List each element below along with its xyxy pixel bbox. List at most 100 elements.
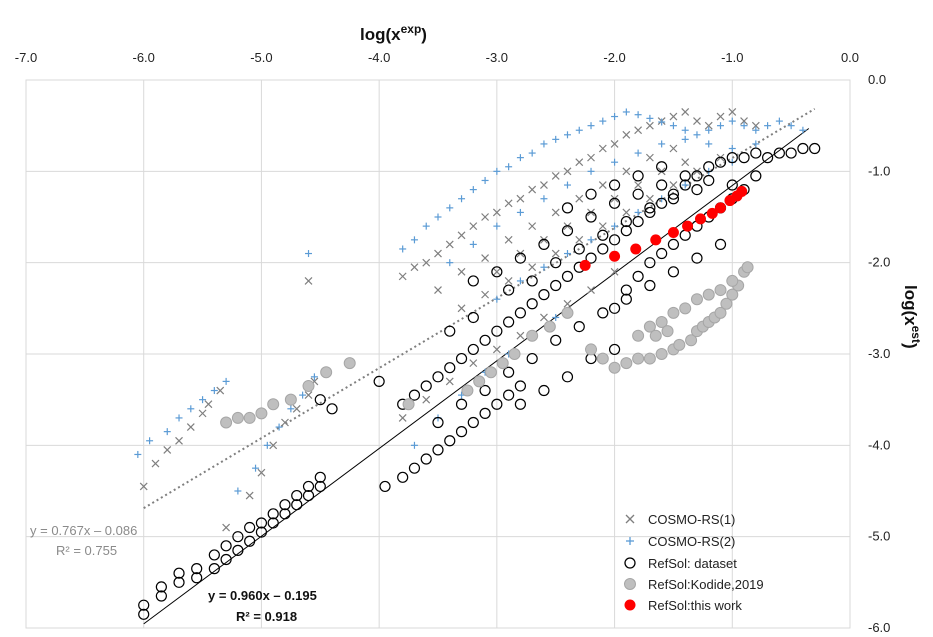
legend-label: RefSol: dataset <box>648 556 737 571</box>
data-point-open-circle <box>667 188 680 200</box>
data-point-grey-circle <box>714 284 727 297</box>
data-point-open-circle <box>444 435 456 447</box>
data-point-plus <box>705 140 713 148</box>
data-point-open-circle <box>738 152 750 164</box>
marker-stroke <box>716 112 725 121</box>
data-point-open-circle <box>667 193 680 205</box>
data-point-grey-circle <box>596 352 609 365</box>
data-point-open-circle <box>138 608 150 620</box>
data-point-open-circle <box>656 197 668 209</box>
marker-stroke <box>410 263 419 272</box>
marker-stroke <box>728 108 737 116</box>
data-point-plus <box>681 181 689 189</box>
data-point-grey-circle <box>255 407 268 420</box>
data-point-open-circle <box>244 521 256 534</box>
data-point-x <box>563 299 572 308</box>
marker-stroke <box>634 181 643 189</box>
data-point-grey-circle <box>620 357 633 370</box>
legend-item-cosmo-rs-1: COSMO-RS(1) <box>625 512 735 527</box>
data-point-plus <box>611 222 619 230</box>
data-point-x <box>281 418 289 427</box>
data-point-open-circle <box>526 275 538 287</box>
data-point-open-circle <box>632 170 644 182</box>
data-point-grey-circle <box>632 329 645 342</box>
data-point-x <box>575 235 584 244</box>
data-point-x <box>740 117 748 126</box>
data-point-grey-circle <box>496 357 509 370</box>
data-point-open-circle <box>714 156 727 168</box>
data-point-grey-circle <box>243 411 256 424</box>
data-point-grey-circle <box>726 274 739 287</box>
marker-stroke <box>622 130 631 139</box>
marker-stroke <box>587 153 595 162</box>
data-point-x <box>528 222 537 231</box>
data-point-open-circle <box>455 398 468 410</box>
x-tick-label: -1.0 <box>721 50 743 65</box>
data-point-open-circle <box>255 517 268 529</box>
data-point-open-circle <box>432 444 444 456</box>
data-point-x <box>681 108 690 116</box>
data-point-open-circle <box>191 572 203 584</box>
marker-stroke <box>198 409 207 418</box>
marker-stroke <box>528 263 537 272</box>
data-point-red-circle <box>695 213 707 225</box>
data-point-open-circle <box>656 247 668 260</box>
data-point-red-circle <box>579 259 591 271</box>
data-point-plus <box>222 377 230 385</box>
data-point-open-circle <box>267 517 279 529</box>
data-point-plus <box>669 122 677 130</box>
marker-stroke <box>504 235 513 244</box>
data-point-open-circle <box>608 179 621 191</box>
data-point-open-circle <box>785 147 797 159</box>
data-point-x <box>551 249 560 258</box>
data-point-grey-circle <box>526 329 539 342</box>
data-point-open-circle <box>467 311 479 324</box>
marker-stroke <box>398 414 407 422</box>
data-point-x <box>245 491 254 500</box>
marker-stroke <box>575 235 584 244</box>
marker-stroke <box>751 121 760 130</box>
data-point-red-circle <box>715 202 727 214</box>
data-point-open-circle <box>656 161 668 173</box>
data-point-grey-circle <box>673 338 686 351</box>
data-point-plus <box>587 167 595 175</box>
data-point-red-circle <box>682 220 694 232</box>
y-axis-title: log(xest) <box>901 285 923 349</box>
marker-stroke <box>681 158 690 167</box>
data-point-plus <box>263 441 271 449</box>
data-point-grey-circle <box>690 293 703 306</box>
data-point-plus <box>563 181 571 189</box>
y-tick-label: -2.0 <box>868 255 890 270</box>
data-point-plus <box>528 149 536 157</box>
refsol-r-squared: R² = 0.918 <box>236 609 297 624</box>
data-point-open-circle <box>726 179 738 191</box>
data-point-open-circle <box>538 384 550 397</box>
marker-stroke <box>669 112 678 121</box>
data-point-open-circle <box>597 243 609 255</box>
data-point-x <box>175 436 183 445</box>
marker-stroke <box>740 117 748 126</box>
data-point-grey-circle <box>461 384 474 397</box>
data-point-open-circle <box>526 298 538 310</box>
data-point-grey-circle <box>667 306 680 319</box>
data-point-plus <box>410 441 418 449</box>
data-point-open-circle <box>632 188 644 200</box>
data-point-plus <box>187 405 195 413</box>
marker-stroke <box>551 208 560 217</box>
data-point-plus <box>516 277 524 285</box>
data-point-plus <box>305 250 313 258</box>
data-point-plus <box>705 126 713 134</box>
data-point-red-circle <box>609 250 621 262</box>
marker-stroke <box>422 258 431 267</box>
marker-stroke <box>516 331 525 340</box>
data-point-x <box>198 409 207 418</box>
data-point-x <box>645 153 654 162</box>
data-point-x <box>575 158 584 167</box>
data-point-grey-circle <box>643 320 656 333</box>
x-tick-label: -7.0 <box>15 50 37 65</box>
marker-stroke <box>645 153 654 162</box>
x-tick-labels: -7.0 -6.0 -5.0 -4.0 -3.0 -2.0 -1.0 0.0 <box>15 50 859 65</box>
data-point-open-circle <box>608 234 621 246</box>
data-point-grey-circle <box>726 288 739 301</box>
